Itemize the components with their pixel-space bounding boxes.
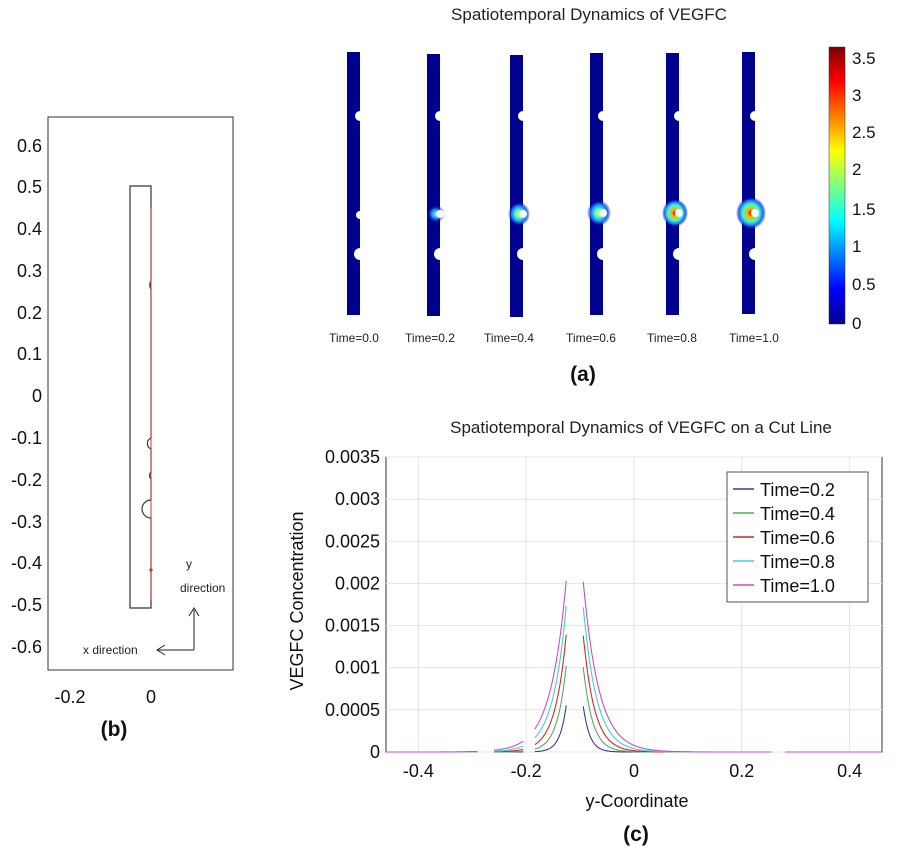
b-y-tick: -0.3 bbox=[11, 512, 42, 532]
chart-c: -0.4 -0.2 0 0.2 0.4 0 0.0005 0.001 0.0015 0.002 0.… bbox=[325, 447, 883, 781]
colorbar-tick: 0 bbox=[852, 314, 861, 333]
y-tick-label: 0.0015 bbox=[325, 616, 380, 636]
strip-t08 bbox=[662, 53, 688, 315]
legend-label: Time=0.2 bbox=[760, 480, 835, 500]
colorbar bbox=[828, 46, 846, 325]
direction-arrows bbox=[156, 607, 200, 656]
x-direction-label: x direction bbox=[83, 643, 138, 657]
b-y-tick: -0.6 bbox=[11, 637, 42, 657]
legend-label: Time=0.6 bbox=[760, 528, 835, 548]
b-x-tick: 0 bbox=[146, 687, 156, 707]
time-label: Time=0.2 bbox=[405, 331, 455, 345]
geometry-outline bbox=[129, 185, 152, 609]
strip-t02 bbox=[427, 54, 446, 316]
colorbar-tick: 1.5 bbox=[852, 200, 876, 219]
y-tick-label: 0.0005 bbox=[325, 700, 380, 720]
colorbar-tick: 0.5 bbox=[852, 275, 876, 294]
y-tick-label: 0.001 bbox=[335, 658, 380, 678]
y-tick-label: 0.002 bbox=[335, 573, 380, 593]
colorbar-ticks: 3.5 3 2.5 2 1.5 1 0.5 0 bbox=[852, 49, 876, 333]
y-direction-label: y bbox=[186, 557, 192, 571]
b-y-tick: 0.2 bbox=[17, 303, 42, 323]
chart-title: Spatiotemporal Dynamics of VEGFC on a Cu… bbox=[450, 418, 832, 437]
y-tick-label: 0.0025 bbox=[325, 531, 380, 551]
strip-t04 bbox=[508, 55, 530, 317]
b-y-tick: 0 bbox=[32, 386, 42, 406]
x-tick-label: 0.2 bbox=[729, 761, 754, 781]
panel-b: 0.6 0.5 0.4 0.3 0.2 0.1 0 -0.1 -0.2 -0.3… bbox=[11, 116, 234, 707]
colorbar-tick: 1 bbox=[852, 237, 861, 256]
b-y-tick: 0.5 bbox=[17, 177, 42, 197]
y-direction-label: direction bbox=[180, 581, 225, 595]
x-tick-label: -0.4 bbox=[403, 761, 434, 781]
b-x-tick: -0.2 bbox=[54, 687, 85, 707]
y-tick-label: 0.0035 bbox=[325, 447, 380, 467]
legend-label: Time=0.4 bbox=[760, 504, 835, 524]
b-y-tick: 0.1 bbox=[17, 344, 42, 364]
b-y-tick: -0.4 bbox=[11, 553, 42, 573]
time-label: Time=0.6 bbox=[566, 331, 616, 345]
b-y-tick: -0.5 bbox=[11, 595, 42, 615]
y-tick-label: 0 bbox=[370, 742, 380, 762]
legend-label: Time=0.8 bbox=[760, 552, 835, 572]
time-label: Time=0.4 bbox=[484, 331, 534, 345]
b-y-tick: 0.3 bbox=[17, 261, 42, 281]
strip-t06 bbox=[587, 53, 611, 315]
cut-line-marker bbox=[149, 568, 153, 572]
series-line bbox=[386, 580, 882, 753]
panel-c-label: (c) bbox=[623, 823, 649, 846]
b-y-tick: 0.6 bbox=[17, 136, 42, 156]
time-label: Time=0.0 bbox=[329, 331, 379, 345]
b-y-tick: -0.1 bbox=[11, 428, 42, 448]
strip-t0 bbox=[347, 52, 366, 315]
b-y-tick: -0.2 bbox=[11, 470, 42, 490]
x-tick-label: 0.4 bbox=[837, 761, 862, 781]
y-axis-label: VEGFC Concentration bbox=[287, 511, 307, 690]
strip-t10 bbox=[736, 52, 766, 314]
x-tick-label: 0 bbox=[629, 761, 639, 781]
time-label: Time=0.8 bbox=[647, 331, 697, 345]
panel-a-title: Spatiotemporal Dynamics of VEGFC bbox=[451, 5, 727, 24]
colorbar-tick: 3.5 bbox=[852, 49, 876, 68]
b-y-tick: 0.4 bbox=[17, 219, 42, 239]
colorbar-tick: 2.5 bbox=[852, 123, 876, 142]
colorbar-tick: 2 bbox=[852, 160, 861, 179]
panel-a-label: (a) bbox=[570, 363, 596, 386]
x-tick-label: -0.2 bbox=[511, 761, 542, 781]
panel-b-label: (b) bbox=[101, 718, 128, 741]
time-label: Time=1.0 bbox=[729, 331, 779, 345]
y-tick-label: 0.003 bbox=[335, 489, 380, 509]
legend-label: Time=1.0 bbox=[760, 576, 835, 596]
x-axis-label: y-Coordinate bbox=[585, 791, 688, 811]
colorbar-tick: 3 bbox=[852, 86, 861, 105]
